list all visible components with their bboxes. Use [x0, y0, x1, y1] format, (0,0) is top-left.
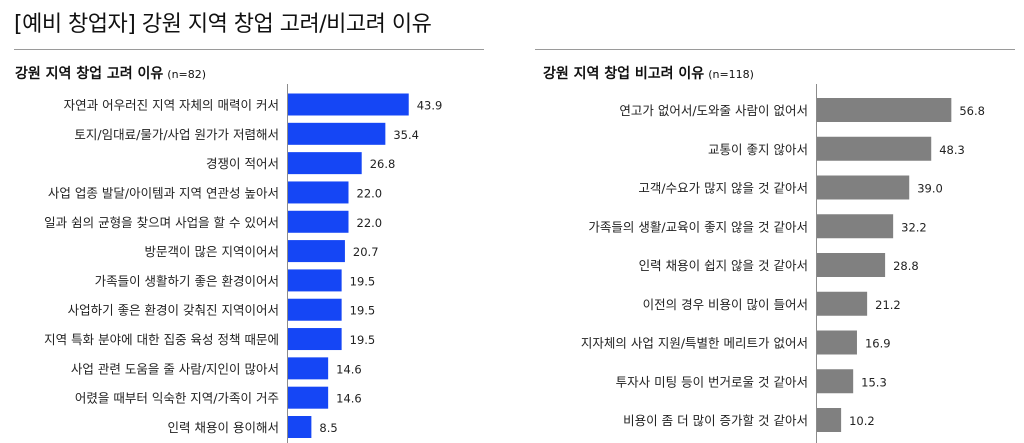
category-label: 가족들의 생활/교육이 좋지 않을 것 같아서	[588, 219, 808, 234]
category-label: 사업 업종 발달/아이템과 지역 연관성 높아서	[48, 185, 279, 200]
bar	[817, 253, 886, 277]
bar	[817, 408, 842, 432]
value-label: 56.8	[959, 104, 985, 118]
value-label: 48.3	[939, 143, 965, 157]
category-label: 고객/수요가 많지 않을 것 같아서	[638, 181, 808, 196]
category-label: 일과 쉼의 균형을 찾으며 사업을 할 수 있어서	[44, 215, 279, 230]
value-label: 39.0	[917, 182, 943, 196]
category-label: 투자사 미팅 등이 번거로울 것 같아서	[616, 374, 808, 389]
value-label: 35.4	[393, 128, 419, 142]
chart-title-consider-text: 강원 지역 창업 고려 이유	[15, 66, 164, 82]
bar	[817, 291, 868, 316]
page-title: [예비 창업자] 강원 지역 창업 고려/비고려 이유	[14, 12, 432, 37]
category-label: 교통이 좋지 않아서	[708, 142, 808, 157]
title-divider-left	[14, 49, 484, 50]
category-label: 인력 채용이 용이해서	[168, 420, 279, 435]
chart-title-nonconsider: 강원 지역 창업 비고려 이유 (n=118)	[543, 63, 754, 83]
value-label: 19.5	[350, 304, 376, 318]
value-label: 14.6	[336, 362, 362, 376]
bar	[288, 298, 342, 321]
chart-title-nonconsider-text: 강원 지역 창업 비고려 이유	[543, 66, 705, 82]
bar	[817, 214, 894, 239]
value-label: 28.8	[893, 259, 919, 273]
bar	[288, 386, 329, 409]
chart-sample-nonconsider: (n=118)	[708, 68, 754, 81]
category-label: 지자체의 사업 지원/특별한 메리트가 없어서	[581, 336, 808, 351]
value-label: 22.0	[357, 216, 383, 230]
bar	[288, 152, 362, 175]
bar	[817, 98, 952, 122]
category-label: 인력 채용이 쉽지 않을 것 같아서	[639, 258, 808, 273]
bar	[288, 328, 342, 351]
category-label: 어렸을 때부터 익숙한 지역/가족이 거주	[75, 391, 279, 406]
value-label: 15.3	[861, 375, 887, 389]
bar	[288, 240, 345, 263]
value-label: 19.5	[350, 333, 376, 347]
value-label: 19.5	[350, 274, 376, 288]
value-label: 8.5	[319, 421, 337, 435]
category-label: 비용이 좀 더 많이 증가할 것 같아서	[623, 413, 808, 428]
bar	[288, 93, 409, 116]
value-label: 26.8	[370, 157, 396, 171]
bar	[817, 330, 857, 355]
bar	[817, 136, 932, 161]
category-label: 방문객이 많은 지역이어서	[145, 244, 279, 259]
bar	[817, 369, 854, 394]
bar	[817, 175, 910, 200]
bar	[288, 181, 349, 204]
chart-sample-consider: (n=82)	[167, 68, 207, 81]
chart-title-consider: 강원 지역 창업 고려 이유 (n=82)	[15, 63, 206, 83]
category-label: 연고가 없어서/도와줄 사람이 없어서	[619, 103, 808, 118]
category-label: 가족들이 생활하기 좋은 환경이어서	[95, 273, 279, 288]
title-divider-right	[535, 49, 1015, 50]
value-label: 20.7	[353, 245, 379, 259]
value-label: 22.0	[357, 186, 383, 200]
category-label: 경쟁이 적어서	[206, 156, 279, 171]
value-label: 14.6	[336, 392, 362, 406]
category-label: 지역 특화 분야에 대한 집중 육성 정책 때문에	[44, 332, 279, 347]
category-label: 토지/임대료/물가/사업 원가가 저렴해서	[74, 127, 279, 142]
bar	[288, 269, 342, 292]
category-label: 자연과 어우러진 지역 자체의 매력이 커서	[64, 98, 279, 113]
bar	[288, 416, 312, 438]
value-label: 10.2	[849, 414, 875, 428]
value-label: 16.9	[865, 337, 891, 351]
bar	[288, 357, 329, 380]
value-label: 32.2	[901, 220, 927, 234]
bar	[288, 122, 386, 145]
category-label: 사업하기 좋은 환경이 갖춰진 지역이어서	[68, 303, 279, 318]
category-label: 이전의 경우 비용이 많이 들어서	[643, 297, 808, 312]
bar	[288, 210, 349, 233]
value-label: 21.2	[875, 298, 901, 312]
category-label: 사업 관련 도움을 줄 사람/지인이 많아서	[71, 361, 279, 376]
value-label: 43.9	[417, 99, 443, 113]
